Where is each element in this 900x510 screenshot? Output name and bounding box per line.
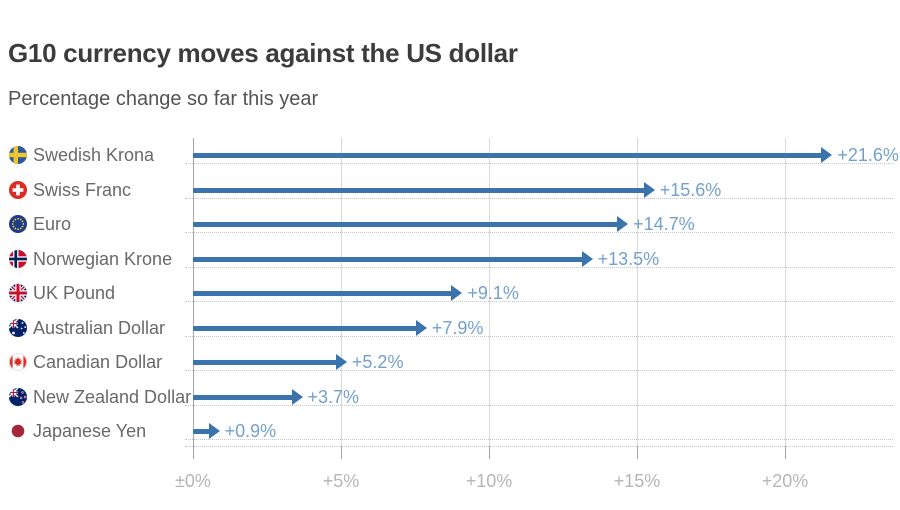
value-label: +15.6% [659, 179, 722, 200]
gridline [785, 138, 786, 446]
row-label: Japanese Yen [33, 421, 147, 441]
row-label: Swiss Franc [33, 179, 132, 200]
new-zealand-flag-icon [9, 387, 27, 406]
value-arrow [193, 222, 619, 227]
chart-title: G10 currency moves against the US dollar [8, 38, 518, 68]
canada-flag-icon [9, 353, 27, 371]
uk-flag-icon [9, 284, 27, 302]
arrowhead-icon [643, 181, 655, 198]
axis-tick [637, 446, 638, 459]
dotted-leader [185, 439, 893, 440]
dotted-leader [185, 335, 893, 337]
x-tick-label: +15% [613, 471, 661, 491]
australia-flag-icon [9, 318, 27, 337]
value-arrow [193, 360, 337, 365]
eu-flag-icon [9, 215, 27, 233]
dotted-leader [185, 163, 893, 164]
chart-subtitle: Percentage change so far this year [8, 88, 319, 110]
x-tick-label: ±0% [175, 471, 211, 491]
value-label: +13.5% [597, 248, 660, 269]
value-arrow [193, 325, 417, 331]
value-arrow [193, 256, 583, 262]
axis-tick [785, 446, 786, 459]
value-arrow [193, 153, 823, 158]
arrowhead-icon [415, 319, 427, 336]
row-label: Canadian Dollar [33, 352, 163, 372]
arrowhead-icon [617, 216, 629, 232]
value-arrow [193, 394, 293, 400]
gridline [637, 138, 638, 446]
value-arrow [193, 291, 453, 296]
row-label: Australian Dollar [33, 317, 166, 338]
dotted-leader [185, 232, 893, 233]
plot-bottom-dotted-line [185, 446, 893, 447]
arrowhead-icon [335, 354, 347, 370]
arrowhead-icon [208, 423, 220, 439]
dotted-leader [185, 301, 893, 302]
row-label: Swedish Krona [33, 145, 155, 165]
dotted-leader [185, 197, 893, 199]
row-label: Euro [33, 214, 72, 234]
value-label: +14.7% [633, 214, 695, 234]
dotted-leader [185, 404, 893, 406]
arrowhead-icon [821, 147, 833, 163]
value-arrow [193, 429, 210, 434]
dotted-leader [185, 370, 893, 371]
arrowhead-icon [291, 388, 303, 405]
row-label: New Zealand Dollar [33, 386, 192, 407]
value-label: +7.9% [431, 317, 484, 338]
value-arrow [193, 187, 645, 193]
x-tick-label: +20% [761, 471, 809, 491]
axis-tick [489, 446, 490, 459]
arrowhead-icon [451, 285, 463, 301]
x-tick-label: +10% [465, 471, 513, 491]
norway-flag-icon [9, 249, 27, 268]
dotted-leader [185, 266, 893, 268]
row-label: Norwegian Krone [33, 248, 173, 269]
zero-axis-line [193, 138, 194, 459]
axis-tick [341, 446, 342, 459]
arrowhead-icon [581, 250, 593, 267]
value-label: +9.1% [467, 283, 519, 303]
row-label: UK Pound [33, 283, 116, 303]
value-label: +21.6% [837, 145, 899, 165]
sweden-flag-icon [9, 146, 27, 164]
value-label: +0.9% [224, 421, 277, 441]
x-tick-label: +5% [322, 471, 360, 491]
gridline [489, 138, 490, 446]
japan-flag-icon [9, 422, 27, 440]
value-label: +3.7% [307, 386, 360, 407]
value-label: +5.2% [351, 352, 404, 372]
switzerland-flag-icon [9, 180, 27, 199]
